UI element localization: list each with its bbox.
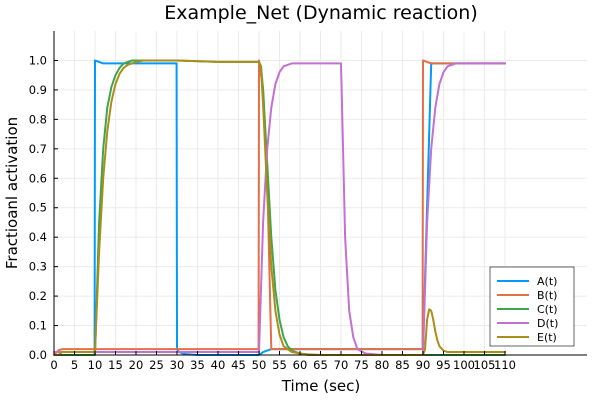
y-tick-labels: 0.0 0.1 0.2 0.3 0.4 0.5 0.6 0.7 0.8 0.9 1.0 [29, 53, 47, 362]
x-tick-label: 65 [313, 358, 328, 372]
legend-label: B(t) [537, 289, 557, 302]
x-tick-label: 100 [453, 358, 475, 372]
x-axis-label: Time (sec) [281, 377, 360, 395]
x-tick-label: 110 [494, 358, 516, 372]
x-tick-label: 80 [375, 358, 390, 372]
x-tick-label: 30 [170, 358, 185, 372]
x-tick-label: 25 [149, 358, 164, 372]
x-tick-label: 70 [334, 358, 349, 372]
series-line-et [53, 59, 506, 356]
x-tick-label: 85 [395, 358, 410, 372]
chart-title: Example_Net (Dynamic reaction) [164, 2, 478, 24]
x-tick-label: 15 [108, 358, 123, 372]
x-tick-label: 40 [211, 358, 226, 372]
y-tick-label: 0.0 [29, 348, 47, 362]
x-tick-label: 95 [436, 358, 451, 372]
legend-label: D(t) [537, 317, 558, 330]
x-tick-label: 5 [71, 358, 78, 372]
y-tick-label: 0.5 [29, 201, 47, 215]
x-tick-label: 90 [416, 358, 431, 372]
series-line-dt [53, 62, 506, 356]
legend-box [489, 266, 575, 347]
x-tick-label: 50 [252, 358, 267, 372]
y-tick-label: 0.6 [29, 171, 47, 185]
legend-label: A(t) [537, 275, 557, 288]
legend-label: C(t) [537, 303, 558, 316]
y-tick-label: 1.0 [29, 53, 47, 67]
legend-label: E(t) [537, 331, 557, 344]
x-tick-label: 55 [272, 358, 287, 372]
x-tick-label: 60 [293, 358, 308, 372]
x-tick-label: 45 [231, 358, 246, 372]
legend: A(t)B(t)C(t)D(t)E(t) [489, 266, 575, 347]
x-tick-label: 10 [88, 358, 103, 372]
y-tick-label: 0.4 [29, 230, 47, 244]
y-tick-label: 0.3 [29, 260, 47, 274]
y-axis-label: Fractioanl activation [3, 117, 21, 269]
y-tick-label: 0.8 [29, 112, 47, 126]
axes [53, 31, 587, 356]
y-tick-label: 0.2 [29, 289, 47, 303]
x-tick-labels: 0 5 10 15 20 25 30 35 40 45 50 55 60 65 70 75 80 85 90 95 10… [50, 358, 516, 372]
y-tick-label: 0.9 [29, 83, 47, 97]
x-tick-label: 35 [190, 358, 205, 372]
y-tick-label: 0.7 [29, 142, 47, 156]
x-tick-label: 105 [474, 358, 496, 372]
x-tick-label: 0 [50, 358, 57, 372]
x-tick-label: 75 [354, 358, 369, 372]
y-tick-label: 0.1 [29, 319, 47, 333]
x-tick-label: 20 [129, 358, 144, 372]
